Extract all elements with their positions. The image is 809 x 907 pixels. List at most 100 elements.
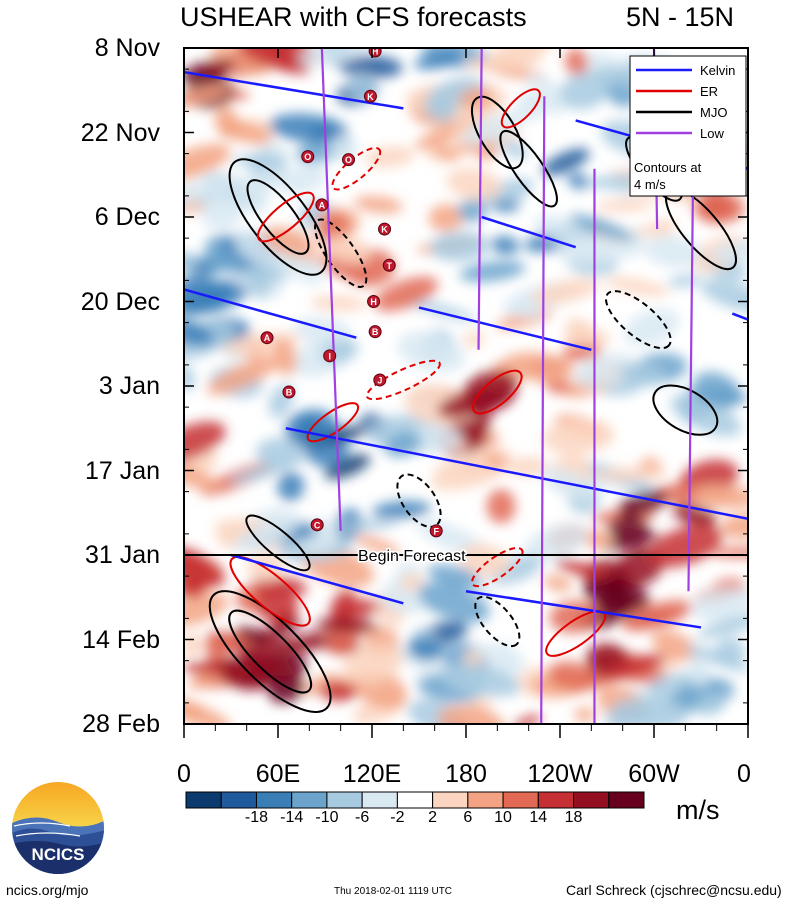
field-cell (567, 328, 611, 346)
field-cell (310, 295, 367, 311)
er-contour (500, 88, 541, 129)
y-tick-label: 8 Nov (94, 34, 160, 62)
storm-marker-letter: A (319, 200, 326, 210)
chart-title: USHEAR with CFS forecasts (180, 2, 527, 32)
colorbar-segment (608, 791, 645, 809)
field-cell (491, 236, 520, 255)
shear-field (184, 48, 748, 724)
storm-marker-letter: I (328, 351, 331, 361)
kelvin-contour (418, 306, 592, 351)
field-cell (184, 553, 226, 587)
field-cell (390, 645, 453, 677)
storm-marker-letter: K (381, 225, 388, 235)
field-cell (476, 178, 534, 209)
field-cell (567, 173, 590, 190)
mjo-contour (499, 129, 558, 208)
legend-note: 4 m/s (634, 177, 666, 192)
storm-marker-letter: J (377, 375, 382, 385)
storm-marker-dot (260, 331, 274, 345)
colorbar-segment (291, 791, 328, 809)
field-cell (365, 146, 415, 168)
storm-marker-letter: A (264, 333, 271, 343)
field-cell (644, 235, 702, 268)
storm-marker-letter: H (370, 297, 377, 307)
ncics-logo[interactable]: NCICS (10, 780, 106, 876)
field-cell (354, 534, 401, 556)
field-cell (516, 91, 546, 121)
storm-marker-letter: B (286, 388, 293, 398)
field-cell (372, 501, 432, 519)
field-cell (258, 140, 290, 158)
mjo-contour (245, 514, 311, 572)
field-cell (667, 274, 703, 287)
colorbar (185, 791, 645, 809)
field-cell (691, 484, 748, 508)
field-cell (427, 564, 482, 588)
field-cell (574, 352, 637, 389)
field-cell (488, 555, 543, 585)
storm-marker: H (368, 48, 382, 58)
field-cell (203, 58, 237, 77)
x-tick-label: 120E (342, 760, 402, 788)
storm-marker-dot (368, 325, 382, 339)
field-cell (429, 231, 490, 262)
field-cell (524, 523, 589, 561)
field-cell (446, 167, 502, 201)
footer-author: Carl Schreck (cjschrec@ncsu.edu) (566, 882, 782, 898)
storm-marker-letter: K (367, 92, 374, 102)
colorbar-units: m/s (676, 795, 720, 825)
storm-marker: O (342, 153, 355, 167)
field-cell (249, 260, 271, 299)
field-cell (253, 585, 299, 624)
storm-marker-dot (310, 518, 324, 532)
field-cell (605, 277, 669, 296)
field-cell (261, 226, 316, 257)
storm-marker-dot (382, 258, 396, 272)
field-cell (184, 572, 205, 600)
field-cell (184, 421, 226, 463)
er-contour-neg (365, 359, 441, 401)
field-cell (554, 558, 613, 582)
colorbar-segment (467, 791, 504, 809)
field-cell (241, 636, 320, 659)
field-cell (543, 575, 572, 592)
footer-site[interactable]: ncics.org/mjo (6, 882, 89, 898)
colorbar-segment (396, 791, 434, 809)
field-cell (603, 654, 666, 679)
field-cell (565, 48, 589, 77)
storm-marker-letter: O (345, 155, 352, 165)
field-cell (619, 362, 665, 387)
field-cell (353, 196, 404, 214)
field-cell (603, 533, 660, 551)
field-cell (544, 377, 572, 394)
kelvin-contour (184, 288, 357, 339)
field-cell (696, 692, 727, 716)
storm-marker-dot (282, 385, 296, 399)
kelvin-contour (465, 589, 702, 629)
field-cell (486, 489, 516, 524)
storm-marker: B (368, 325, 382, 339)
field-cell (237, 651, 297, 677)
storm-marker-dot (342, 153, 355, 167)
storm-marker-dot (429, 524, 443, 538)
field-cell (315, 617, 378, 634)
field-cell (457, 199, 486, 223)
y-tick-label: 6 Dec (94, 203, 160, 231)
kelvin-contour (285, 427, 748, 521)
y-tick-label: 20 Dec (80, 287, 160, 316)
storm-marker: K (378, 222, 392, 236)
x-tick-label: 120W (527, 760, 593, 788)
field-cell (374, 276, 438, 312)
storm-marker-letter: B (372, 327, 379, 337)
field-cell (184, 697, 232, 724)
field-cell (255, 437, 307, 468)
field-cell (277, 471, 305, 502)
storm-marker: J (373, 373, 387, 387)
storm-marker: I (323, 349, 337, 363)
field-cell (184, 593, 229, 627)
legend-label: Low (700, 126, 724, 141)
field-cell (531, 278, 600, 305)
field-cell (428, 204, 464, 232)
field-cell (472, 643, 515, 656)
